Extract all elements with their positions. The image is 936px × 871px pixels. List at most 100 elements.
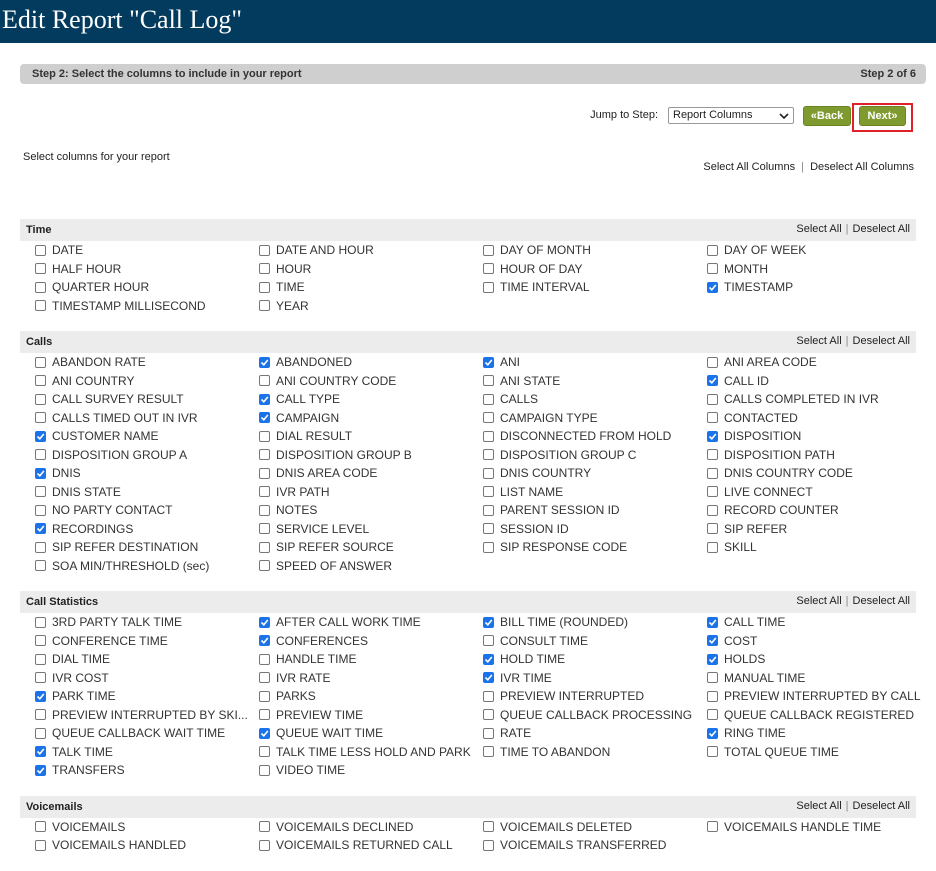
checkbox[interactable] — [483, 375, 494, 387]
select-all-columns[interactable]: Select All Columns — [703, 161, 796, 173]
checkbox[interactable] — [35, 764, 46, 776]
checkbox[interactable] — [35, 672, 46, 684]
checkbox[interactable] — [483, 821, 494, 833]
checkbox[interactable] — [707, 635, 718, 647]
checkbox[interactable] — [35, 523, 46, 535]
checkbox[interactable] — [259, 672, 270, 684]
checkbox[interactable] — [259, 764, 270, 776]
back-button[interactable]: «Back — [803, 106, 851, 126]
checkbox[interactable] — [259, 709, 270, 721]
checkbox[interactable] — [35, 467, 46, 479]
select-all[interactable]: Select All — [796, 223, 842, 235]
checkbox[interactable] — [35, 412, 46, 424]
deselect-all[interactable]: Deselect All — [852, 223, 910, 235]
select-all[interactable]: Select All — [796, 799, 842, 812]
checkbox[interactable] — [707, 467, 718, 479]
checkbox[interactable] — [259, 616, 270, 628]
checkbox[interactable] — [259, 486, 270, 498]
checkbox[interactable] — [483, 746, 494, 758]
checkbox[interactable] — [35, 690, 46, 702]
deselect-all[interactable]: Deselect All — [852, 799, 910, 812]
checkbox[interactable] — [35, 560, 46, 572]
checkbox[interactable] — [707, 263, 718, 275]
checkbox[interactable] — [483, 541, 494, 553]
checkbox[interactable] — [35, 449, 46, 461]
checkbox[interactable] — [483, 356, 494, 368]
checkbox[interactable] — [483, 430, 494, 442]
checkbox[interactable] — [35, 746, 46, 758]
checkbox[interactable] — [259, 821, 270, 833]
checkbox[interactable] — [259, 727, 270, 739]
checkbox[interactable] — [707, 672, 718, 684]
checkbox[interactable] — [35, 375, 46, 387]
checkbox[interactable] — [259, 393, 270, 405]
checkbox[interactable] — [707, 393, 718, 405]
checkbox[interactable] — [483, 690, 494, 702]
checkbox[interactable] — [259, 467, 270, 479]
checkbox[interactable] — [707, 356, 718, 368]
checkbox[interactable] — [483, 393, 494, 405]
deselect-all[interactable]: Deselect All — [852, 595, 910, 607]
checkbox[interactable] — [483, 672, 494, 684]
checkbox[interactable] — [259, 523, 270, 535]
checkbox[interactable] — [707, 727, 718, 739]
checkbox[interactable] — [483, 412, 494, 424]
checkbox[interactable] — [35, 635, 46, 647]
checkbox[interactable] — [259, 560, 270, 572]
checkbox[interactable] — [483, 486, 494, 498]
checkbox[interactable] — [35, 616, 46, 628]
checkbox[interactable] — [259, 300, 270, 312]
checkbox[interactable] — [707, 821, 718, 833]
checkbox[interactable] — [707, 375, 718, 387]
checkbox[interactable] — [483, 709, 494, 721]
checkbox[interactable] — [35, 653, 46, 665]
checkbox[interactable] — [35, 727, 46, 739]
checkbox[interactable] — [35, 281, 46, 293]
checkbox[interactable] — [483, 281, 494, 293]
checkbox[interactable] — [259, 356, 270, 368]
checkbox[interactable] — [35, 430, 46, 442]
checkbox[interactable] — [483, 263, 494, 275]
checkbox[interactable] — [707, 486, 718, 498]
checkbox[interactable] — [483, 449, 494, 461]
select-all[interactable]: Select All — [796, 335, 842, 347]
checkbox[interactable] — [35, 821, 46, 833]
checkbox[interactable] — [707, 616, 718, 628]
checkbox[interactable] — [707, 430, 718, 442]
checkbox[interactable] — [707, 653, 718, 665]
checkbox[interactable] — [483, 727, 494, 739]
checkbox[interactable] — [35, 244, 46, 256]
checkbox[interactable] — [259, 541, 270, 553]
checkbox[interactable] — [259, 281, 270, 293]
checkbox[interactable] — [707, 523, 718, 535]
checkbox[interactable] — [35, 504, 46, 516]
checkbox[interactable] — [35, 486, 46, 498]
checkbox[interactable] — [35, 393, 46, 405]
checkbox[interactable] — [259, 430, 270, 442]
checkbox[interactable] — [35, 356, 46, 368]
checkbox[interactable] — [259, 839, 270, 851]
select-all[interactable]: Select All — [796, 595, 842, 607]
checkbox[interactable] — [259, 449, 270, 461]
checkbox[interactable] — [35, 263, 46, 275]
checkbox[interactable] — [259, 412, 270, 424]
checkbox[interactable] — [259, 504, 270, 516]
checkbox[interactable] — [483, 635, 494, 647]
checkbox[interactable] — [35, 839, 46, 851]
checkbox[interactable] — [483, 244, 494, 256]
next-button[interactable]: Next» — [859, 106, 906, 126]
checkbox[interactable] — [259, 263, 270, 275]
checkbox[interactable] — [707, 504, 718, 516]
checkbox[interactable] — [483, 504, 494, 516]
checkbox[interactable] — [259, 244, 270, 256]
checkbox[interactable] — [259, 635, 270, 647]
checkbox[interactable] — [483, 467, 494, 479]
checkbox[interactable] — [483, 523, 494, 535]
checkbox[interactable] — [259, 375, 270, 387]
checkbox[interactable] — [707, 244, 718, 256]
checkbox[interactable] — [483, 653, 494, 665]
checkbox[interactable] — [707, 541, 718, 553]
deselect-all-columns[interactable]: Deselect All Columns — [810, 161, 914, 173]
deselect-all[interactable]: Deselect All — [852, 335, 910, 347]
checkbox[interactable] — [35, 709, 46, 721]
